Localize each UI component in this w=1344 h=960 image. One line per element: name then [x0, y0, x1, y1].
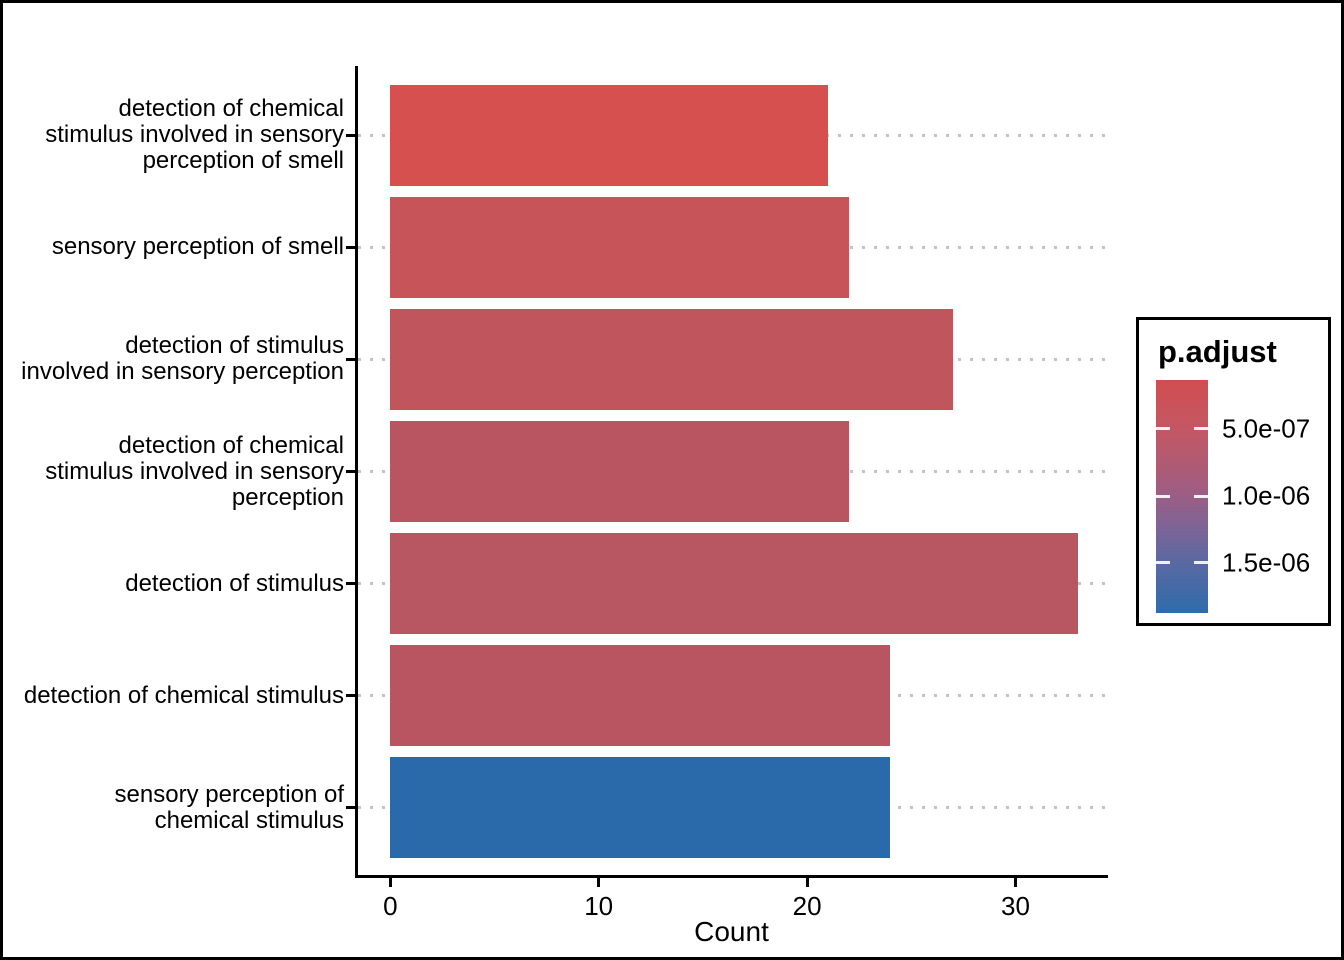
category-label: detection of stimulus	[125, 569, 344, 597]
legend-tick-mark	[1156, 561, 1170, 565]
legend-tick-mark	[1156, 427, 1170, 431]
category-label: sensory perception of smell	[51, 233, 344, 261]
category-label: sensory perception of chemical stimulus	[114, 780, 344, 834]
bar	[390, 757, 891, 859]
y-tick	[346, 470, 355, 473]
category-label: detection of stimulus involved in sensor…	[21, 332, 344, 386]
legend-box: p.adjust 5.0e-07 1.0e-06 1.5e-06	[1136, 317, 1331, 626]
bar	[390, 308, 953, 410]
x-tick-label: 0	[383, 891, 398, 921]
x-tick	[1014, 878, 1017, 887]
legend-title: p.adjust	[1158, 334, 1277, 369]
x-tick	[388, 878, 392, 887]
bar	[390, 533, 1079, 635]
y-tick	[346, 806, 355, 810]
y-tick	[346, 357, 355, 361]
legend-tick-mark	[1194, 427, 1208, 431]
legend-tick-label: 1.5e-06	[1222, 547, 1311, 578]
bar	[390, 196, 849, 298]
legend-tick-mark	[1194, 494, 1208, 498]
bar	[390, 84, 828, 186]
x-axis-title: Count	[694, 916, 769, 947]
legend-tick-label: 1.0e-06	[1222, 480, 1311, 511]
legend-tick-mark	[1194, 561, 1208, 565]
x-tick-label: 20	[792, 891, 822, 921]
y-tick	[346, 694, 355, 698]
x-tick-label: 30	[1001, 891, 1030, 921]
y-tick	[346, 582, 355, 586]
x-tick	[805, 878, 809, 887]
bar	[390, 645, 891, 747]
legend-tick-label: 5.0e-07	[1222, 413, 1311, 444]
bar	[390, 421, 849, 522]
y-tick	[346, 245, 355, 249]
category-label: detection of chemical stimulus involved …	[45, 431, 344, 511]
legend-tick-mark	[1156, 494, 1170, 498]
category-label: detection of chemical stimulus involved …	[45, 95, 344, 175]
category-label: detection of chemical stimulus	[23, 681, 344, 709]
y-tick	[346, 133, 355, 137]
x-axis-line	[355, 875, 1108, 878]
y-axis-line	[355, 66, 358, 878]
x-tick	[597, 878, 601, 887]
x-tick-label: 10	[584, 891, 614, 921]
